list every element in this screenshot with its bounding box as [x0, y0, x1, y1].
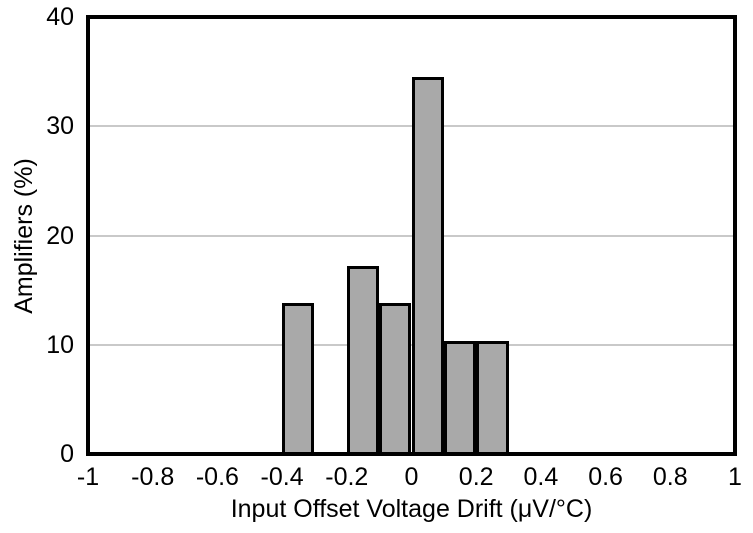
y-tick-label: 30: [46, 112, 74, 141]
y-tick-label: 10: [46, 330, 74, 359]
x-tick-label: -1: [76, 463, 100, 491]
x-tick-label: -0.2: [325, 463, 369, 491]
plot-area: [88, 17, 735, 454]
x-tick-label: -0.6: [195, 463, 239, 491]
x-tick-label: -0.4: [260, 463, 304, 491]
y-tick-label: 40: [46, 3, 74, 31]
x-tick-label: -0.8: [131, 463, 175, 491]
x-tick-label: 1: [728, 463, 742, 491]
histogram-bar: [379, 303, 412, 454]
histogram-bar: [411, 77, 444, 454]
x-tick-label: 0.6: [588, 463, 623, 491]
histogram-bar: [476, 341, 509, 454]
x-tick-label: 0.2: [458, 463, 494, 491]
x-tick-label: 0.4: [523, 463, 559, 491]
y-tick-label: 0: [60, 440, 74, 468]
y-tick-label: 20: [46, 221, 74, 250]
bars-layer: [88, 17, 735, 454]
x-tick-label: 0: [404, 463, 419, 491]
histogram-bar: [443, 341, 477, 454]
histogram-bar: [282, 303, 315, 454]
x-tick-label: 0.8: [652, 463, 688, 491]
x-axis-title: Input Offset Voltage Drift (μV/°C): [230, 495, 593, 523]
histogram-bar: [346, 266, 380, 454]
